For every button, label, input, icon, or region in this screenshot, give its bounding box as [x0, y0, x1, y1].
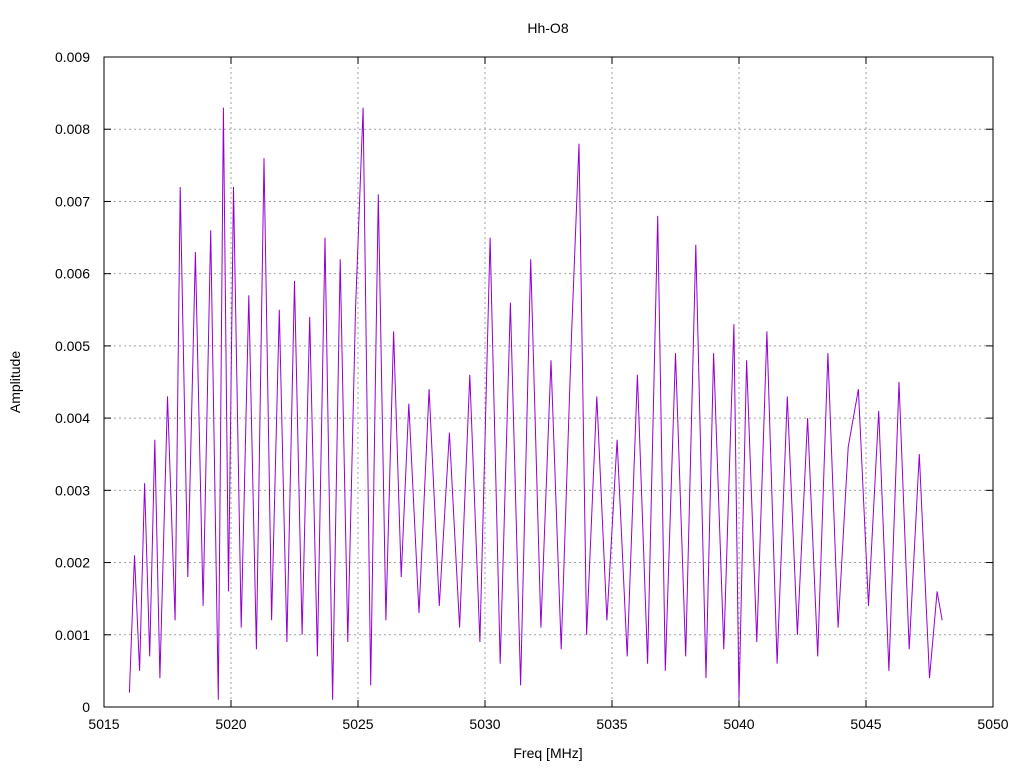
y-tick-label: 0 [82, 699, 90, 715]
series-line [128, 107, 943, 700]
y-tick-label: 0.003 [55, 482, 90, 498]
x-tick-label: 5050 [977, 716, 1008, 732]
y-tick-label: 0.001 [55, 627, 90, 643]
series-layer [128, 107, 943, 700]
x-tick-labels: 5015 5020 5025 5030 5035 5040 5045 5050 [88, 716, 1008, 732]
y-tick-label: 0.008 [55, 121, 90, 137]
grid-lines [104, 57, 993, 707]
chart-title: Hh-O8 [527, 20, 568, 36]
y-tick-label: 0.006 [55, 266, 90, 282]
plot-frame [103, 56, 994, 708]
x-tick-label: 5030 [469, 716, 500, 732]
x-tick-label: 5045 [850, 716, 881, 732]
x-axis-label: Freq [MHz] [513, 745, 582, 761]
x-tick-label: 5015 [88, 716, 119, 732]
y-tick-label: 0.009 [55, 49, 90, 65]
y-axis-label: Amplitude [7, 351, 23, 413]
y-tick-label: 0.007 [55, 193, 90, 209]
y-tick-labels: 0 0.001 0.002 0.003 0.004 0.005 0.006 0.007 0.00… [55, 49, 90, 715]
y-tick-label: 0.002 [55, 555, 90, 571]
tick-marks [103, 56, 994, 708]
y-tick-label: 0.005 [55, 338, 90, 354]
x-tick-label: 5025 [342, 716, 373, 732]
x-tick-label: 5040 [723, 716, 754, 732]
x-tick-label: 5020 [215, 716, 246, 732]
x-tick-label: 5035 [596, 716, 627, 732]
y-tick-label: 0.004 [55, 410, 90, 426]
